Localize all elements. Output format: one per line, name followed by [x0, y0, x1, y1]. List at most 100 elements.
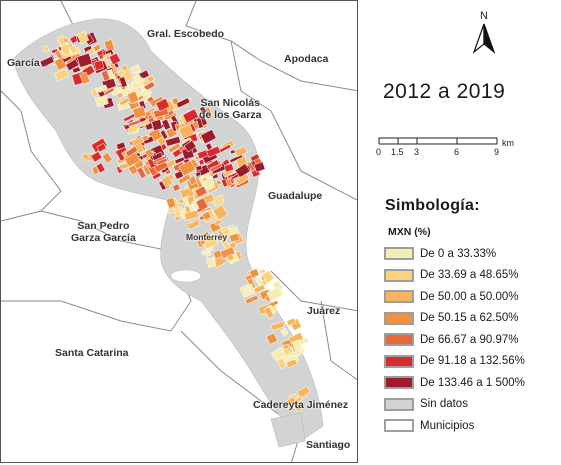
label-san-pedro: San Pedro Garza García: [71, 220, 136, 244]
block: [205, 145, 222, 158]
boundary-escobedo-apodaca: [185, 1, 357, 92]
boundary-guadalupe-north: [270, 110, 357, 201]
urban-area-sin-datos: [12, 18, 324, 448]
block: [165, 196, 177, 209]
block: [71, 66, 81, 74]
block: [177, 173, 192, 185]
block: [223, 163, 235, 173]
legend-item: De 133.46 a 1 500%: [384, 372, 559, 394]
label-santiago: Santiago: [306, 439, 351, 451]
label-juarez: Juárez: [307, 305, 341, 317]
block: [160, 175, 174, 188]
block: [59, 43, 72, 57]
block: [100, 70, 111, 82]
boundary-west: [1, 90, 62, 222]
block: [96, 142, 107, 153]
block: [138, 119, 150, 128]
scale-label-1: 1.5: [391, 147, 404, 157]
block: [199, 239, 206, 246]
block: [127, 90, 140, 105]
municipal-boundaries: [1, 1, 357, 462]
legend-title: Simbología:: [385, 197, 480, 214]
block: [198, 159, 205, 166]
block: [141, 79, 150, 87]
scale-bar-graphic: [378, 137, 498, 145]
legend-swatch: [384, 290, 414, 304]
block: [244, 286, 252, 293]
block: [291, 339, 303, 352]
block: [266, 286, 284, 302]
block: [159, 129, 169, 140]
block: [282, 343, 290, 350]
block: [214, 218, 223, 226]
block: [95, 162, 106, 174]
block: [200, 129, 217, 145]
block: [280, 328, 289, 337]
label-monterrey: Monterrey: [186, 232, 228, 242]
block: [103, 87, 115, 96]
block: [108, 52, 122, 66]
label-garcia: García: [7, 57, 40, 69]
block: [155, 157, 168, 166]
block: [270, 321, 285, 331]
scale-bar: 0 1.5 3 6 9 km: [376, 134, 526, 164]
label-san-nicolas: San Nicolás de los Garza: [199, 97, 262, 121]
block: [205, 256, 217, 268]
boundary-sanpedro-santacatarina: [1, 210, 192, 332]
period-title: 2012 a 2019: [383, 80, 506, 103]
block: [42, 45, 50, 53]
block: [249, 268, 260, 279]
block: [229, 153, 244, 164]
block: [286, 317, 297, 327]
north-arrow-icon: [472, 23, 496, 54]
block: [116, 91, 124, 100]
label-escobedo: Gral. Escobedo: [147, 28, 225, 40]
block: [115, 141, 126, 150]
boundary-cadereyta: [320, 300, 357, 381]
block: [93, 59, 105, 71]
label-santa-catarina: Santa Catarina: [55, 347, 129, 359]
block: [259, 268, 266, 275]
legend-swatch: [384, 397, 414, 411]
block: [183, 209, 200, 221]
block: [172, 183, 181, 192]
block: [183, 140, 197, 153]
block: [214, 198, 225, 207]
legend-item: De 0 a 33.33%: [384, 243, 559, 265]
legend-swatch: [384, 268, 414, 282]
block: [234, 146, 248, 158]
legend-item: De 66.67 a 90.97%: [384, 329, 559, 351]
block: [132, 73, 143, 84]
block: [118, 76, 128, 88]
block: [132, 106, 147, 119]
block: [178, 159, 196, 177]
legend-label: De 0 a 33.33%: [420, 247, 497, 260]
block: [130, 136, 145, 147]
legend-swatch: [384, 333, 414, 347]
scale-label-0: 0: [376, 147, 382, 157]
legend-item: De 91.18 a 132.56%: [384, 351, 559, 373]
block: [201, 211, 212, 221]
scale-label-2: 3: [414, 147, 420, 157]
block: [296, 385, 311, 399]
map-frame: Gral. Escobedo García Apodaca San Nicolá…: [0, 0, 358, 463]
north-label: N: [480, 10, 488, 22]
block: [62, 36, 70, 44]
legend-swatch: [384, 419, 414, 433]
park-void: [170, 269, 202, 283]
block: [199, 105, 208, 115]
block: [65, 58, 80, 72]
block: [174, 170, 184, 180]
block: [195, 164, 203, 172]
block: [201, 246, 214, 256]
block: [293, 402, 302, 413]
block: [110, 85, 123, 97]
legend-item: De 50.15 a 62.50%: [384, 308, 559, 330]
legend-item: De 50.00 a 50.00%: [384, 286, 559, 308]
legend-item: Sin datos: [384, 394, 559, 416]
neighborhood-blocks: [39, 30, 311, 413]
label-cadereyta: Cadereyta Jiménez: [253, 399, 349, 411]
block: [263, 306, 275, 320]
block: [92, 43, 102, 53]
north-arrow: N: [470, 10, 498, 59]
